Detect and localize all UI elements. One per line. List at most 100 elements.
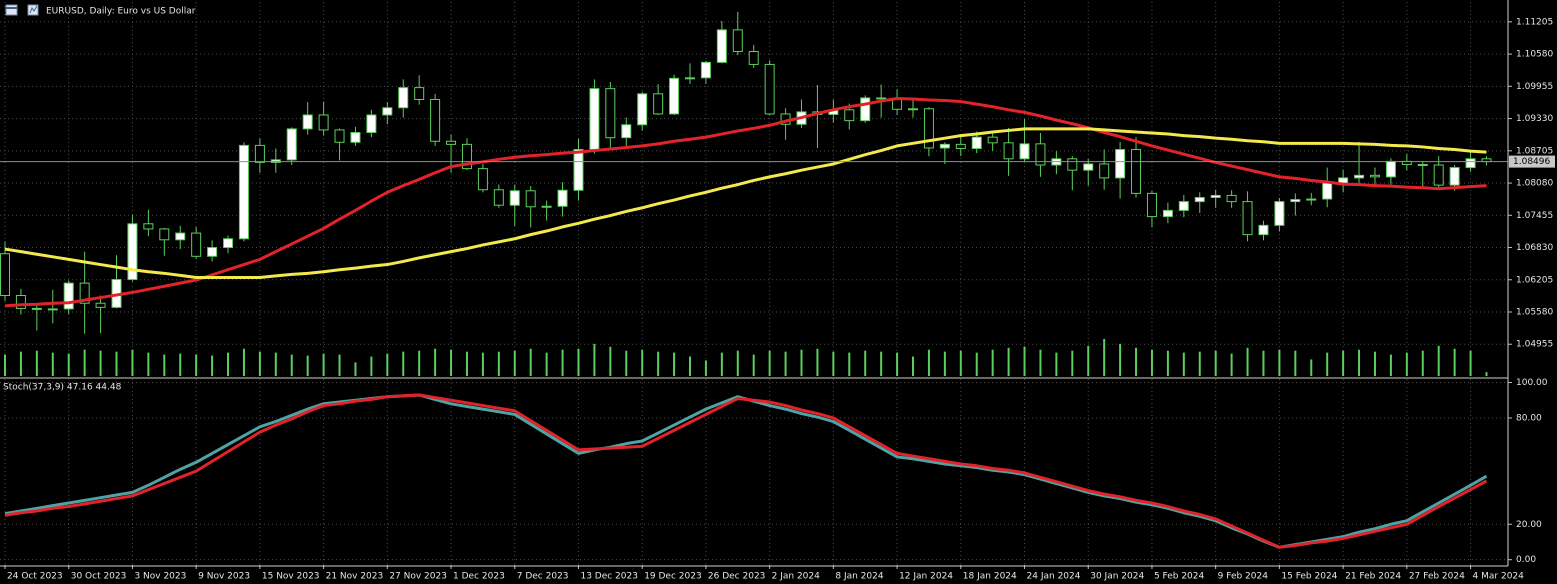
x-tick-label: 21 Nov 2023: [326, 572, 384, 582]
candle-body: [334, 129, 345, 143]
candle-body: [700, 61, 711, 79]
y-tick-label: 1.05580: [1516, 308, 1553, 318]
x-tick-label: 12 Jan 2024: [899, 572, 953, 582]
marks-layer: [0, 11, 1508, 549]
moving-average-line: [4, 127, 1487, 279]
candle-body: [1067, 158, 1078, 171]
candle-body: [971, 136, 982, 149]
candle-body: [286, 128, 297, 161]
candle-body: [143, 223, 154, 230]
candle-body: [461, 143, 472, 170]
candle-body: [31, 307, 42, 310]
x-tick-label: 30 Jan 2024: [1090, 572, 1144, 582]
candle-body: [589, 88, 600, 151]
candle-body: [414, 87, 425, 100]
x-tick-label: 19 Dec 2023: [644, 572, 702, 582]
chart-title: EURUSD, Daily: Euro vs US Dollar: [46, 7, 196, 17]
candle-body: [621, 124, 632, 139]
x-tick-label: 3 Nov 2023: [134, 572, 186, 582]
candle-body: [1035, 143, 1046, 166]
candle-body: [1385, 160, 1396, 178]
candle-body: [541, 205, 552, 208]
moving-average-line: [4, 96, 1487, 308]
candle-body: [955, 143, 966, 149]
candle-body: [47, 308, 58, 311]
x-tick-label: 24 Oct 2023: [7, 572, 63, 582]
candle-body: [95, 302, 106, 308]
y-tick-label: 1.09955: [1516, 82, 1553, 92]
candle-body: [446, 140, 457, 145]
x-tick-label: 13 Dec 2023: [580, 572, 638, 582]
candle-body: [987, 136, 998, 144]
candle-body: [1417, 163, 1428, 166]
candle-body: [398, 87, 409, 109]
candle-body: [350, 132, 361, 143]
y-tick-label: 1.10580: [1516, 50, 1553, 60]
candle-body: [1242, 201, 1253, 236]
candle-body: [1369, 174, 1380, 178]
candle-body: [1210, 194, 1221, 198]
candle-body: [318, 114, 329, 131]
candle-body: [1003, 142, 1014, 160]
candle-body: [15, 295, 26, 309]
candle-body: [573, 149, 584, 191]
candle-body: [302, 114, 313, 130]
window-icon: [5, 4, 18, 16]
candle-body: [860, 97, 871, 122]
candle-body: [175, 232, 186, 241]
candle-body: [1019, 143, 1030, 160]
bid-label-box: [1509, 155, 1555, 168]
grid-layer: [0, 2, 1508, 565]
candle-body: [127, 223, 138, 281]
candle-body: [876, 97, 887, 100]
candle-body: [844, 109, 855, 122]
header-icons: [5, 4, 39, 16]
candle-body: [923, 108, 934, 149]
x-tick-label: 26 Dec 2023: [708, 572, 766, 582]
candle-body: [191, 232, 202, 257]
y-tick-label: 1.09330: [1516, 114, 1553, 124]
x-tick-label: 27 Feb 2024: [1409, 572, 1465, 582]
y-tick-label: 1.11205: [1516, 17, 1553, 27]
y-tick-label: 1.06205: [1516, 275, 1553, 285]
candle-body: [509, 190, 520, 206]
x-tick-label: 30 Oct 2023: [71, 572, 127, 582]
candle-body: [0, 253, 10, 297]
candle-body: [605, 88, 616, 139]
x-tick-label: 2 Jan 2024: [772, 572, 820, 582]
candle-body: [1178, 201, 1189, 211]
y-tick-label: 1.08705: [1516, 146, 1553, 156]
indicator-title: Stoch(37,3,9) 47.16 44.48: [3, 383, 122, 393]
bid-label: 1.08496: [1513, 157, 1550, 167]
candle-body: [223, 238, 234, 249]
x-tick-label: 9 Feb 2024: [1218, 572, 1269, 582]
candle-body: [159, 228, 170, 241]
x-tick-label: 27 Nov 2023: [389, 572, 447, 582]
candle-body: [637, 93, 648, 126]
x-tick-label: 7 Dec 2023: [517, 572, 569, 582]
x-tick-label: 1 Dec 2023: [453, 572, 505, 582]
y-tick-label: 1.04955: [1516, 340, 1553, 350]
candle-body: [63, 282, 74, 310]
candle-body: [1290, 199, 1301, 203]
candle-body: [1449, 167, 1460, 186]
candle-body: [79, 282, 90, 304]
candle-body: [748, 51, 759, 65]
candle-body: [669, 77, 680, 115]
candle-body: [430, 98, 441, 142]
candle-body: [477, 168, 488, 191]
candle-body: [1433, 164, 1444, 186]
x-tick-label: 21 Feb 2024: [1345, 572, 1401, 582]
y-tick-label: 1.07455: [1516, 211, 1553, 221]
x-tick-label: 24 Jan 2024: [1027, 572, 1081, 582]
x-tick-label: 15 Feb 2024: [1281, 572, 1337, 582]
y-tick-label: 20.00: [1516, 520, 1542, 530]
candle-body: [684, 77, 695, 80]
chart-icon-line: [29, 5, 38, 14]
candle-body: [366, 114, 377, 134]
candle-body: [493, 189, 504, 206]
candle-body: [939, 143, 950, 149]
x-tick-label: 15 Nov 2023: [262, 572, 320, 582]
